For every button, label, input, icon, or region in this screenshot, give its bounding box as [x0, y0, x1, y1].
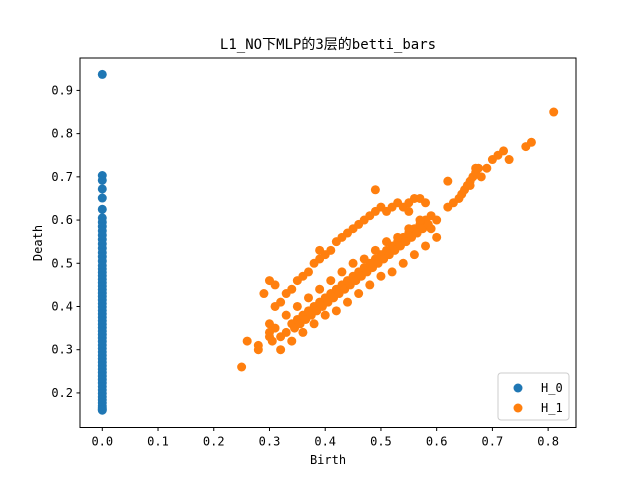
y-axis-label: Death: [31, 225, 45, 261]
legend: H_0 H_1: [497, 372, 570, 421]
h0-point: [97, 193, 107, 203]
legend-marker-h1: [513, 403, 523, 413]
h1-point: [276, 345, 286, 355]
x-tick-label: 0.4: [314, 435, 336, 449]
h1-point: [320, 310, 330, 320]
h0-point: [97, 69, 107, 79]
plot-area: [80, 58, 576, 428]
x-tick-label: 0.7: [482, 435, 504, 449]
h1-point: [259, 289, 269, 299]
h1-point: [359, 254, 369, 264]
plot-frame: [79, 57, 577, 428]
h1-point: [287, 284, 297, 294]
y-tick-label: 0.9: [51, 83, 73, 97]
h1-point: [526, 137, 536, 147]
h1-point: [398, 258, 408, 268]
h1-point: [409, 250, 419, 260]
h1-point: [281, 327, 291, 337]
x-axis-label: Birth: [310, 453, 346, 467]
h1-point: [482, 163, 492, 173]
h1-point: [315, 284, 325, 294]
h0-point: [97, 405, 107, 415]
x-tick-label: 0.3: [259, 435, 281, 449]
h1-point: [382, 237, 392, 247]
x-tick-label: 0.0: [91, 435, 113, 449]
h1-point: [393, 232, 403, 242]
legend-label-h1: H_1: [541, 401, 563, 415]
h1-point: [303, 293, 313, 303]
y-tick-label: 0.6: [51, 213, 73, 227]
y-axis: 0.2 0.3 0.4 0.5 0.6 0.7 0.8 0.9: [51, 83, 80, 400]
h1-point: [326, 245, 336, 255]
h1-point: [404, 206, 414, 216]
legend-label-h0: H_0: [541, 381, 563, 395]
h1-point: [415, 215, 425, 225]
h1-point: [326, 276, 336, 286]
h1-point: [343, 297, 353, 307]
h1-point: [499, 146, 509, 156]
h1-point: [348, 258, 358, 268]
h1-point: [432, 215, 442, 225]
h1-point: [242, 336, 252, 346]
y-tick-label: 0.4: [51, 299, 73, 313]
h1-point: [331, 306, 341, 316]
x-axis: 0.0 0.1 0.2 0.3 0.4 0.5 0.6 0.7 0.8: [91, 427, 559, 449]
y-tick-label: 0.7: [51, 170, 73, 184]
h0-point: [97, 204, 107, 214]
h1-point: [471, 163, 481, 173]
h1-point: [426, 224, 436, 234]
h1-point: [476, 172, 486, 182]
points-layer: [97, 69, 559, 415]
x-tick-label: 0.6: [426, 435, 448, 449]
h1-point: [370, 185, 380, 195]
h1-point: [365, 280, 375, 290]
h1-point: [281, 310, 291, 320]
legend-marker-h0: [513, 383, 523, 393]
h1-point: [253, 345, 263, 355]
y-tick-label: 0.5: [51, 256, 73, 270]
h1-point: [387, 267, 397, 277]
h1-point: [549, 107, 559, 117]
h1-point: [270, 280, 280, 290]
h1-point: [443, 176, 453, 186]
h1-point: [303, 267, 313, 277]
x-tick-label: 0.1: [147, 435, 169, 449]
h1-point: [292, 301, 302, 311]
h1-point: [237, 362, 247, 372]
y-tick-label: 0.3: [51, 343, 73, 357]
h1-point: [432, 232, 442, 242]
h1-point: [267, 336, 277, 346]
x-tick-label: 0.8: [537, 435, 559, 449]
h1-point: [276, 297, 286, 307]
x-tick-label: 0.2: [203, 435, 225, 449]
h1-point: [354, 289, 364, 299]
chart-title: L1_NO下MLP的3层的betti_bars: [220, 37, 436, 53]
h1-point: [264, 319, 274, 329]
h1-point: [309, 319, 319, 329]
h1-point: [337, 267, 347, 277]
h1-point: [421, 198, 431, 208]
y-tick-label: 0.2: [51, 386, 73, 400]
h1-point: [315, 245, 325, 255]
h1-point: [287, 336, 297, 346]
x-tick-label: 0.5: [370, 435, 392, 449]
h0-point: [97, 175, 107, 185]
y-tick-label: 0.8: [51, 127, 73, 141]
h1-point: [465, 180, 475, 190]
h1-point: [504, 155, 514, 165]
h1-point: [376, 271, 386, 281]
h1-point: [421, 241, 431, 251]
h1-point: [404, 224, 414, 234]
h0-point: [97, 184, 107, 194]
h1-point: [298, 327, 308, 337]
h1-point: [370, 245, 380, 255]
